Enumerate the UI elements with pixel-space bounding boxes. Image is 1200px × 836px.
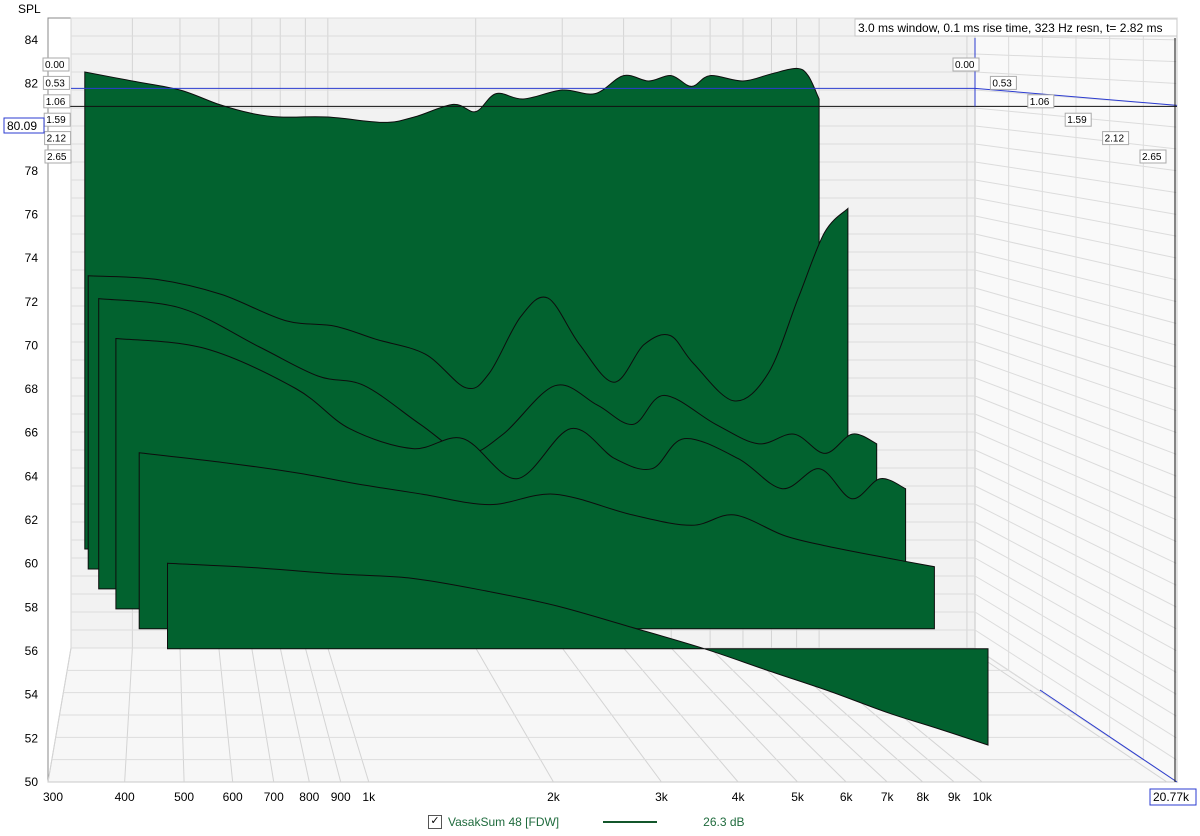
y-tick-label: 60 <box>25 557 39 571</box>
x-tick-label: 500 <box>174 790 194 804</box>
x-tick-label: 5k <box>791 790 805 804</box>
legend-series-name: VasakSum 48 [FDW] <box>448 815 560 829</box>
time-tick-box <box>42 75 70 90</box>
x-tick-label: 2k <box>547 790 561 804</box>
time-tick-box <box>1102 131 1130 146</box>
time-tick-box <box>1139 149 1167 164</box>
time-tick-right: 1.06 <box>1030 97 1050 108</box>
legend-swatch <box>603 821 658 823</box>
time-tick-box <box>1064 112 1092 127</box>
y-tick-label: 52 <box>25 731 39 745</box>
time-tick-box <box>44 149 72 164</box>
time-tick-left: 0.00 <box>45 60 65 71</box>
waterfall-plot: 8482807876747270686664626058565452503004… <box>3 2 1197 806</box>
y-tick-label: 66 <box>25 426 39 440</box>
x-cursor-readout: 20.77k <box>1149 788 1197 806</box>
time-tick-left: 0.53 <box>45 78 65 89</box>
x-tick-label: 300 <box>43 790 63 804</box>
slice-t-5 <box>167 562 989 746</box>
x-tick-label: 10k <box>973 790 993 804</box>
y-tick-label: 54 <box>25 688 39 702</box>
x-tick-label: 600 <box>223 790 243 804</box>
time-tick-right: 1.59 <box>1067 115 1087 126</box>
time-tick-left: 1.06 <box>46 97 66 108</box>
x-tick-label: 800 <box>299 790 319 804</box>
cursor-lines <box>44 38 1178 783</box>
x-tick-label: 400 <box>115 790 135 804</box>
time-tick-box <box>1027 94 1055 109</box>
legend-value: 26.3 dB <box>703 815 745 829</box>
x-tick-label: 3k <box>655 790 669 804</box>
axis-ticks: 8482807876747270686664626058565452503004… <box>25 33 993 804</box>
x-tick-label: 4k <box>732 790 746 804</box>
y-tick-label: 62 <box>25 513 39 527</box>
x-tick-label: 700 <box>264 790 284 804</box>
x-tick-label: 1k <box>362 790 376 804</box>
x-tick-label: 8k <box>916 790 930 804</box>
cursor-floor-line <box>1039 689 1178 783</box>
y-tick-label: 56 <box>25 644 39 658</box>
time-tick-left: 2.12 <box>47 134 67 145</box>
y-tick-label: 68 <box>25 382 39 396</box>
y-tick-label: 64 <box>25 469 39 483</box>
y-tick-label: 74 <box>25 251 39 265</box>
x-tick-label: 900 <box>331 790 351 804</box>
info-box: 3.0 ms window, 0.1 ms rise time, 323 Hz … <box>854 18 1178 37</box>
x-cursor-value: 20.77k <box>1153 790 1190 804</box>
time-tick-box <box>42 57 70 72</box>
y-tick-label: 84 <box>25 33 39 47</box>
time-tick-right: 2.65 <box>1142 152 1162 163</box>
y-tick-label: 82 <box>25 76 39 90</box>
time-labels: 0.00 0.00 0.53 0.53 1.06 1.06 1.59 1.59 2.12 2.12… <box>42 57 1167 164</box>
time-tick-box <box>43 94 71 109</box>
legend: ✓ VasakSum 48 [FDW] 26.3 dB <box>428 813 745 831</box>
time-tick-box <box>989 75 1017 90</box>
x-tick-label: 7k <box>881 790 895 804</box>
time-tick-box <box>952 57 980 72</box>
y-tick-label: 78 <box>25 164 39 178</box>
y-tick-label: 72 <box>25 295 39 309</box>
y-tick-label: 58 <box>25 600 39 614</box>
time-tick-right: 0.00 <box>955 60 975 71</box>
y-cursor-readout: 80.09 <box>3 117 45 134</box>
cumulative-spectral-decay-slices <box>84 67 989 746</box>
time-tick-right: 0.53 <box>992 78 1012 89</box>
x-tick-label: 9k <box>948 790 962 804</box>
series-checkbox[interactable]: ✓ <box>428 815 442 829</box>
y-tick-label: 76 <box>25 207 39 221</box>
y-tick-label: 70 <box>25 338 39 352</box>
x-tick-label: 6k <box>840 790 854 804</box>
y-cursor-value: 80.09 <box>7 119 37 133</box>
time-tick-left: 1.59 <box>46 115 66 126</box>
time-tick-box <box>44 131 72 146</box>
time-tick-right: 2.12 <box>1105 134 1125 145</box>
cursor-diagonal <box>974 87 1178 106</box>
y-tick-label: 50 <box>25 775 39 789</box>
info-text: 3.0 ms window, 0.1 ms rise time, 323 Hz … <box>858 21 1162 35</box>
time-tick-left: 2.65 <box>47 152 67 163</box>
y-axis-title: SPL <box>18 2 41 16</box>
